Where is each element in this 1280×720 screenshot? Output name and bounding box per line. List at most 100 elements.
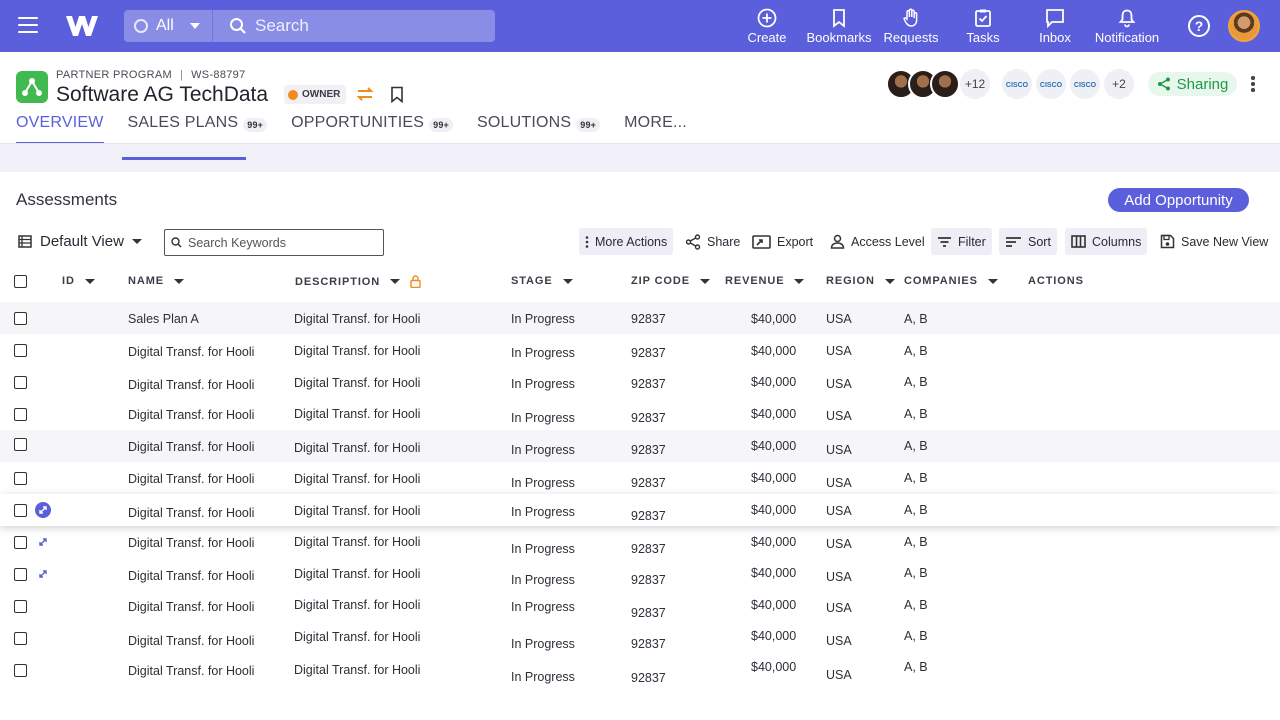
nav-requests[interactable]: Requests <box>875 6 947 46</box>
record-breadcrumb: PARTNER PROGRAM | WS-88797 <box>56 69 246 81</box>
cell-region: USA <box>826 570 852 584</box>
partner-logos[interactable]: CISCO CISCO CISCO +2 <box>1002 69 1134 99</box>
column-header-description[interactable]: DESCRIPTION <box>295 275 421 288</box>
sort-caret-icon <box>562 278 573 284</box>
columns-button[interactable]: Columns <box>1065 228 1148 255</box>
row-checkbox[interactable] <box>14 632 27 645</box>
keyword-search-input[interactable] <box>188 235 378 250</box>
sort-button[interactable]: Sort <box>999 228 1057 255</box>
cell-description: Digital Transf. for Hooli <box>294 376 421 390</box>
view-selector[interactable]: Default View <box>18 233 142 250</box>
cell-name: Digital Transf. for Hooli <box>128 664 255 678</box>
row-checkbox[interactable] <box>14 504 27 517</box>
column-header-name[interactable]: NAME <box>128 275 184 287</box>
cell-region: USA <box>826 312 852 326</box>
nav-bookmarks[interactable]: Bookmarks <box>803 6 875 46</box>
member-avatars[interactable]: +12 <box>886 69 990 99</box>
table-row[interactable]: Digital Transf. for Hooli Digital Transf.… <box>0 494 1280 526</box>
cell-revenue: $40,000 <box>751 312 797 326</box>
nav-create[interactable]: Create <box>731 6 803 46</box>
nav-inbox[interactable]: Inbox <box>1019 6 1091 46</box>
column-header-stage[interactable]: STAGE <box>511 275 573 287</box>
cell-companies: A, B <box>904 660 928 674</box>
columns-icon <box>1071 235 1086 248</box>
cisco-logo: CISCO <box>1036 69 1066 99</box>
more-actions-button[interactable]: More Actions <box>579 228 674 255</box>
column-header-revenue[interactable]: REVENUE <box>725 275 805 287</box>
sharing-button[interactable]: Sharing <box>1148 72 1237 96</box>
cell-stage: In Progress <box>511 346 575 360</box>
more-options-icon[interactable] <box>1251 76 1255 94</box>
save-new-view-button[interactable]: Save New View <box>1154 228 1274 255</box>
cell-revenue: $40,000 <box>751 375 797 389</box>
expand-row-icon[interactable] <box>35 502 51 518</box>
column-header-companies[interactable]: COMPANIES <box>904 275 998 287</box>
cell-name: Sales Plan A <box>128 312 199 326</box>
table-row[interactable]: Digital Transf. for Hooli Digital Transf.… <box>0 526 1280 558</box>
filter-button[interactable]: Filter <box>931 228 992 255</box>
partners-more-count: +2 <box>1104 69 1134 99</box>
cell-name: Digital Transf. for Hooli <box>128 569 255 583</box>
cell-companies: A, B <box>904 629 928 643</box>
cell-stage: In Progress <box>511 377 575 391</box>
expand-row-icon[interactable] <box>35 566 51 582</box>
row-checkbox[interactable] <box>14 312 27 325</box>
sort-label: Sort <box>1028 234 1051 249</box>
row-checkbox[interactable] <box>14 472 27 485</box>
cell-name: Digital Transf. for Hooli <box>128 408 255 422</box>
table-row[interactable]: Digital Transf. for Hooli Digital Transf.… <box>0 462 1280 494</box>
row-checkbox[interactable] <box>14 376 27 389</box>
export-label: Export <box>777 234 814 249</box>
table-row[interactable]: Digital Transf. for Hooli Digital Transf.… <box>0 622 1280 654</box>
export-button[interactable]: Export <box>746 228 819 255</box>
lock-icon <box>410 275 421 288</box>
cell-companies: A, B <box>904 407 928 421</box>
cell-companies: A, B <box>904 598 928 612</box>
table-row[interactable]: Digital Transf. for Hooli Digital Transf.… <box>0 366 1280 398</box>
row-checkbox[interactable] <box>14 408 27 421</box>
user-avatar[interactable] <box>1228 10 1260 42</box>
transfer-icon[interactable] <box>354 86 376 102</box>
bookmark-icon <box>833 9 845 28</box>
app-logo[interactable] <box>64 12 100 40</box>
bookmark-record-icon[interactable] <box>390 86 404 103</box>
row-checkbox[interactable] <box>14 568 27 581</box>
share-button[interactable]: Share <box>679 228 746 255</box>
row-checkbox[interactable] <box>14 664 27 677</box>
row-checkbox[interactable] <box>14 536 27 549</box>
tab-solutions[interactable]: SOLUTIONS 99+ <box>477 114 601 144</box>
table-row[interactable]: Digital Transf. for Hooli Digital Transf.… <box>0 398 1280 430</box>
cell-revenue: $40,000 <box>751 598 797 612</box>
tab-sales-plans[interactable]: SALES PLANS 99+ <box>128 114 268 144</box>
nav-tasks[interactable]: Tasks <box>947 6 1019 46</box>
tab-more[interactable]: MORE... <box>624 114 687 144</box>
row-checkbox[interactable] <box>14 600 27 613</box>
expand-row-icon[interactable] <box>35 534 51 550</box>
table-row[interactable]: Sales Plan A Digital Transf. for Hooli In … <box>0 302 1280 334</box>
table-row[interactable]: Digital Transf. for Hooli Digital Transf.… <box>0 558 1280 590</box>
add-opportunity-button[interactable]: Add Opportunity <box>1108 188 1249 212</box>
select-all-checkbox[interactable] <box>14 275 27 288</box>
search-scope-dropdown[interactable]: All <box>124 10 212 42</box>
access-level-button[interactable]: Access Level <box>824 228 931 255</box>
tab-opportunities[interactable]: OPPORTUNITIES 99+ <box>291 114 453 144</box>
global-search <box>212 10 495 42</box>
global-search-input[interactable] <box>255 16 485 36</box>
row-checkbox[interactable] <box>14 344 27 357</box>
column-header-region[interactable]: REGION <box>826 275 895 287</box>
column-header-label: REVENUE <box>725 275 785 287</box>
column-header-zip-code[interactable]: ZIP CODE <box>631 275 710 287</box>
keyword-search <box>164 229 384 256</box>
table-row[interactable]: Digital Transf. for Hooli Digital Transf.… <box>0 590 1280 622</box>
menu-icon[interactable] <box>18 17 38 33</box>
table-row[interactable]: Digital Transf. for Hooli Digital Transf.… <box>0 654 1280 686</box>
tab-overview[interactable]: OVERVIEW <box>16 114 104 145</box>
help-icon[interactable]: ? <box>1188 15 1210 37</box>
cell-zip: 92837 <box>631 312 666 326</box>
table-row[interactable]: Digital Transf. for Hooli Digital Transf.… <box>0 334 1280 366</box>
column-header-id[interactable]: ID <box>62 275 95 287</box>
table-row[interactable]: Digital Transf. for Hooli Digital Transf.… <box>0 430 1280 462</box>
row-checkbox[interactable] <box>14 438 27 451</box>
nav-notification[interactable]: Notification <box>1091 6 1163 46</box>
cell-region: USA <box>826 668 852 682</box>
